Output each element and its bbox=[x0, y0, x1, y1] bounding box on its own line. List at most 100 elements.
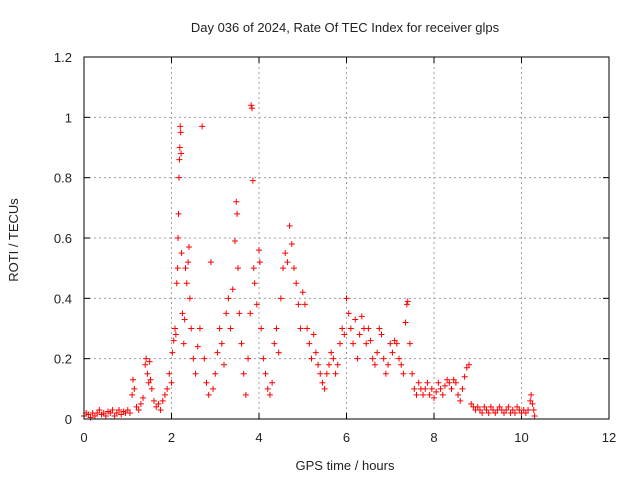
data-point bbox=[175, 235, 182, 241]
data-point bbox=[172, 331, 179, 338]
data-point bbox=[310, 331, 317, 338]
data-point bbox=[137, 400, 144, 407]
data-point bbox=[437, 385, 444, 392]
data-point bbox=[212, 370, 219, 377]
data-point bbox=[130, 376, 136, 383]
data-point bbox=[227, 325, 234, 332]
data-point bbox=[297, 325, 304, 332]
data-point bbox=[175, 210, 182, 217]
y-tick-labels: 0 0.2 0.4 0.6 0.8 1 1.2 bbox=[54, 50, 72, 427]
data-point bbox=[385, 361, 392, 368]
data-point bbox=[142, 361, 149, 368]
data-point bbox=[199, 123, 206, 130]
data-point bbox=[468, 400, 475, 407]
x-axis-label: GPS time / hours bbox=[296, 458, 395, 473]
data-point bbox=[91, 412, 98, 419]
data-point bbox=[450, 376, 457, 383]
data-point bbox=[531, 412, 538, 419]
data-point bbox=[334, 361, 341, 368]
data-point bbox=[474, 403, 481, 410]
data-point bbox=[111, 412, 118, 419]
data-point bbox=[260, 355, 267, 362]
data-point bbox=[109, 406, 116, 413]
data-point bbox=[326, 361, 332, 368]
data-point bbox=[339, 325, 346, 332]
data-point bbox=[251, 280, 258, 287]
data-point bbox=[129, 391, 136, 398]
data-point bbox=[170, 337, 177, 344]
data-point bbox=[182, 265, 189, 272]
data-point bbox=[301, 301, 308, 308]
data-point bbox=[409, 370, 416, 377]
data-point bbox=[400, 370, 407, 377]
data-point bbox=[229, 286, 236, 293]
data-point bbox=[501, 409, 507, 416]
data-point bbox=[476, 406, 483, 413]
data-point bbox=[306, 340, 313, 347]
data-point bbox=[249, 177, 256, 184]
x-tick-label: 0 bbox=[80, 430, 87, 445]
data-point bbox=[459, 385, 466, 392]
data-point bbox=[169, 349, 176, 356]
data-point bbox=[185, 259, 192, 266]
x-tick-label: 6 bbox=[343, 430, 350, 445]
data-point bbox=[525, 406, 532, 413]
data-point bbox=[293, 280, 300, 287]
data-point bbox=[282, 250, 289, 257]
data-point bbox=[444, 376, 451, 383]
data-point bbox=[371, 361, 378, 368]
data-point bbox=[144, 370, 151, 377]
data-point bbox=[140, 394, 147, 401]
data-point bbox=[350, 340, 357, 347]
data-point bbox=[102, 412, 109, 419]
data-point bbox=[113, 409, 120, 416]
data-point bbox=[186, 295, 193, 302]
data-point bbox=[231, 238, 238, 245]
data-point bbox=[358, 313, 365, 320]
data-point bbox=[441, 382, 448, 389]
data-point bbox=[341, 331, 348, 338]
data-point bbox=[242, 391, 249, 398]
data-point bbox=[343, 295, 350, 302]
data-point bbox=[403, 301, 410, 308]
data-point bbox=[280, 265, 287, 272]
data-point bbox=[457, 397, 464, 404]
data-point bbox=[452, 379, 459, 386]
data-point bbox=[262, 370, 269, 377]
data-point bbox=[247, 310, 254, 317]
data-point bbox=[485, 409, 492, 416]
data-point bbox=[352, 316, 359, 323]
data-point bbox=[509, 406, 516, 413]
data-point bbox=[249, 105, 255, 112]
data-point bbox=[100, 409, 107, 416]
data-point bbox=[275, 349, 282, 356]
data-point bbox=[178, 250, 185, 257]
data-point bbox=[433, 388, 440, 395]
data-point bbox=[378, 331, 385, 338]
x-tick-labels: 0 2 4 6 8 10 12 bbox=[80, 430, 616, 445]
y-tick-label: 1 bbox=[65, 110, 72, 125]
data-point bbox=[415, 379, 422, 386]
data-point bbox=[529, 400, 536, 407]
data-point bbox=[168, 379, 175, 386]
data-point bbox=[376, 325, 383, 332]
data-point bbox=[527, 397, 534, 404]
data-point bbox=[161, 391, 168, 398]
data-point bbox=[133, 403, 140, 410]
data-point bbox=[166, 370, 173, 377]
y-tick-label: 1.2 bbox=[54, 50, 72, 65]
data-point bbox=[426, 391, 433, 398]
data-point bbox=[235, 265, 241, 272]
data-point bbox=[175, 174, 182, 181]
data-point bbox=[250, 265, 257, 272]
data-point bbox=[328, 349, 335, 356]
data-point bbox=[145, 379, 152, 386]
data-point bbox=[387, 340, 394, 347]
x-tick-label: 4 bbox=[255, 430, 262, 445]
data-point bbox=[330, 355, 337, 362]
data-point bbox=[143, 355, 150, 362]
data-point bbox=[522, 409, 529, 416]
data-point bbox=[332, 370, 339, 377]
